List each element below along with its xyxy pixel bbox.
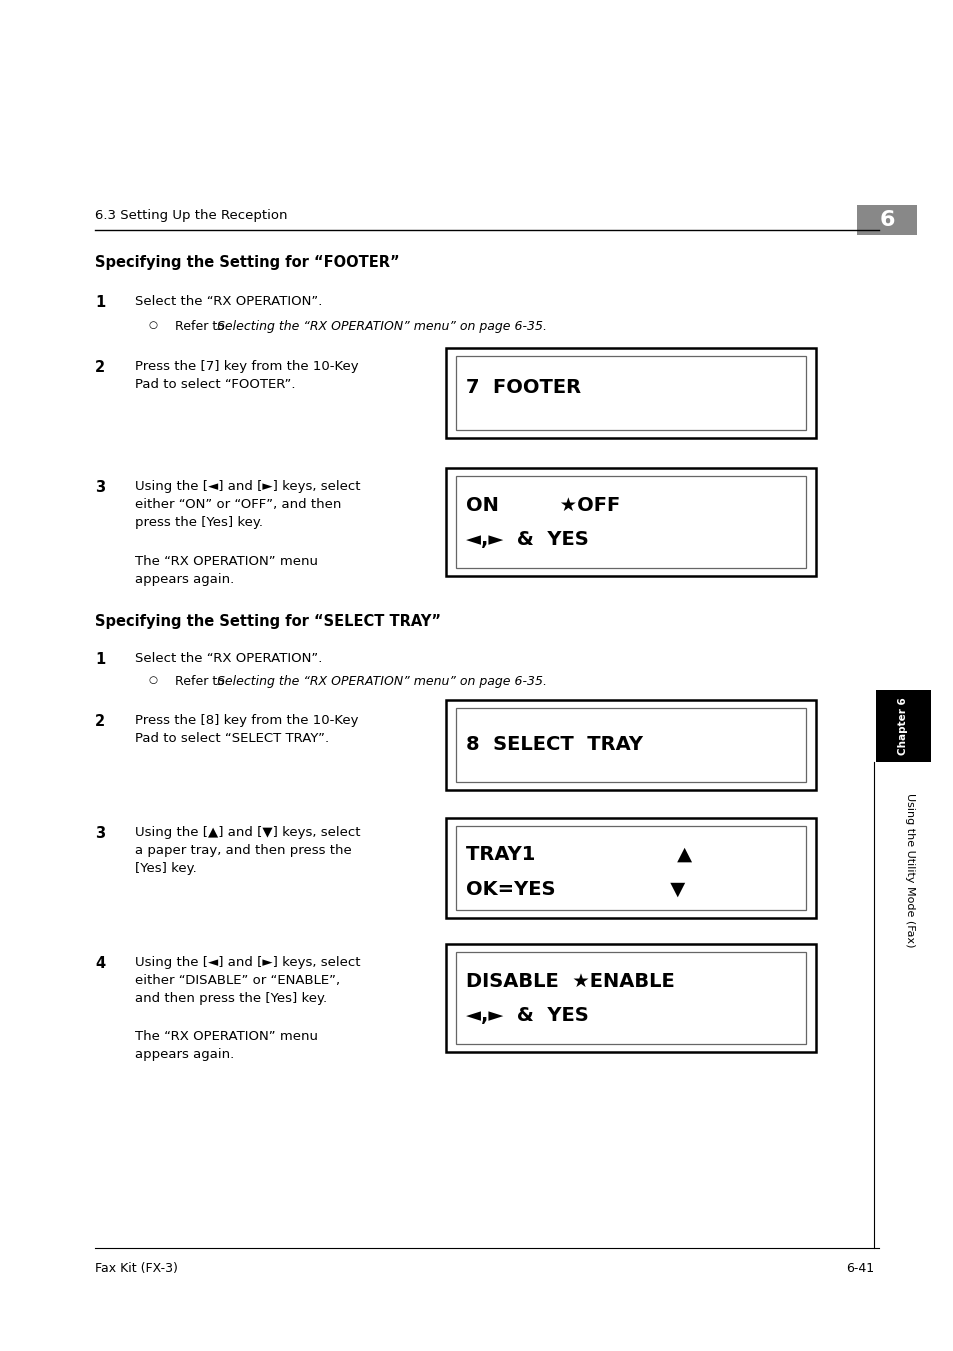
Text: 6-41: 6-41	[845, 1262, 873, 1275]
Text: Using the [◄] and [►] keys, select
either “ON” or “OFF”, and then
press the [Yes: Using the [◄] and [►] keys, select eithe…	[135, 480, 360, 530]
Text: TRAY1                     ▲: TRAY1 ▲	[465, 844, 691, 865]
Text: 6.3 Setting Up the Reception: 6.3 Setting Up the Reception	[95, 209, 287, 222]
Bar	[875, 690, 930, 762]
Bar	[446, 467, 815, 576]
Bar	[456, 357, 805, 430]
Bar	[456, 476, 805, 567]
Text: Specifying the Setting for “SELECT TRAY”: Specifying the Setting for “SELECT TRAY”	[95, 613, 440, 630]
Text: Chapter 6: Chapter 6	[898, 697, 907, 755]
Text: ○: ○	[148, 320, 157, 330]
Text: 1: 1	[95, 295, 105, 309]
Bar	[446, 349, 815, 438]
Text: Selecting the “RX OPERATION” menu” on page 6-35.: Selecting the “RX OPERATION” menu” on pa…	[216, 676, 546, 688]
Text: Fax Kit (FX-3): Fax Kit (FX-3)	[95, 1262, 177, 1275]
Bar	[456, 952, 805, 1044]
Text: Select the “RX OPERATION”.: Select the “RX OPERATION”.	[135, 653, 322, 665]
Text: Refer to: Refer to	[174, 320, 229, 332]
Bar	[456, 825, 805, 911]
Text: Specifying the Setting for “FOOTER”: Specifying the Setting for “FOOTER”	[95, 255, 399, 270]
Text: DISABLE  ★ENABLE: DISABLE ★ENABLE	[465, 971, 674, 992]
Text: 2: 2	[95, 713, 105, 730]
Text: 6: 6	[879, 209, 894, 230]
Text: Using the Utility Mode (Fax): Using the Utility Mode (Fax)	[904, 793, 914, 947]
Text: The “RX OPERATION” menu
appears again.: The “RX OPERATION” menu appears again.	[135, 1029, 317, 1061]
Text: Press the [7] key from the 10-Key
Pad to select “FOOTER”.: Press the [7] key from the 10-Key Pad to…	[135, 359, 358, 390]
Text: Selecting the “RX OPERATION” menu” on page 6-35.: Selecting the “RX OPERATION” menu” on pa…	[216, 320, 546, 332]
Text: 2: 2	[95, 359, 105, 376]
Bar	[446, 700, 815, 790]
Text: ◄,►  &  YES: ◄,► & YES	[465, 530, 588, 549]
Text: 4: 4	[95, 957, 105, 971]
Text: Select the “RX OPERATION”.: Select the “RX OPERATION”.	[135, 295, 322, 308]
Text: Using the [▲] and [▼] keys, select
a paper tray, and then press the
[Yes] key.: Using the [▲] and [▼] keys, select a pap…	[135, 825, 360, 875]
Text: ◄,►  &  YES: ◄,► & YES	[465, 1006, 588, 1025]
Text: Press the [8] key from the 10-Key
Pad to select “SELECT TRAY”.: Press the [8] key from the 10-Key Pad to…	[135, 713, 358, 744]
Text: ○: ○	[148, 676, 157, 685]
Text: The “RX OPERATION” menu
appears again.: The “RX OPERATION” menu appears again.	[135, 555, 317, 586]
Text: Using the [◄] and [►] keys, select
either “DISABLE” or “ENABLE”,
and then press : Using the [◄] and [►] keys, select eithe…	[135, 957, 360, 1005]
Text: OK=YES                 ▼: OK=YES ▼	[465, 880, 684, 898]
Text: 3: 3	[95, 480, 105, 494]
Text: ON         ★OFF: ON ★OFF	[465, 496, 619, 515]
Bar	[856, 205, 916, 235]
Text: 8  SELECT  TRAY: 8 SELECT TRAY	[465, 735, 642, 754]
Bar	[446, 817, 815, 917]
Bar	[446, 944, 815, 1052]
Bar	[456, 708, 805, 782]
Text: 1: 1	[95, 653, 105, 667]
Text: 3: 3	[95, 825, 105, 842]
Text: 7  FOOTER: 7 FOOTER	[465, 378, 580, 397]
Text: Refer to: Refer to	[174, 676, 229, 688]
